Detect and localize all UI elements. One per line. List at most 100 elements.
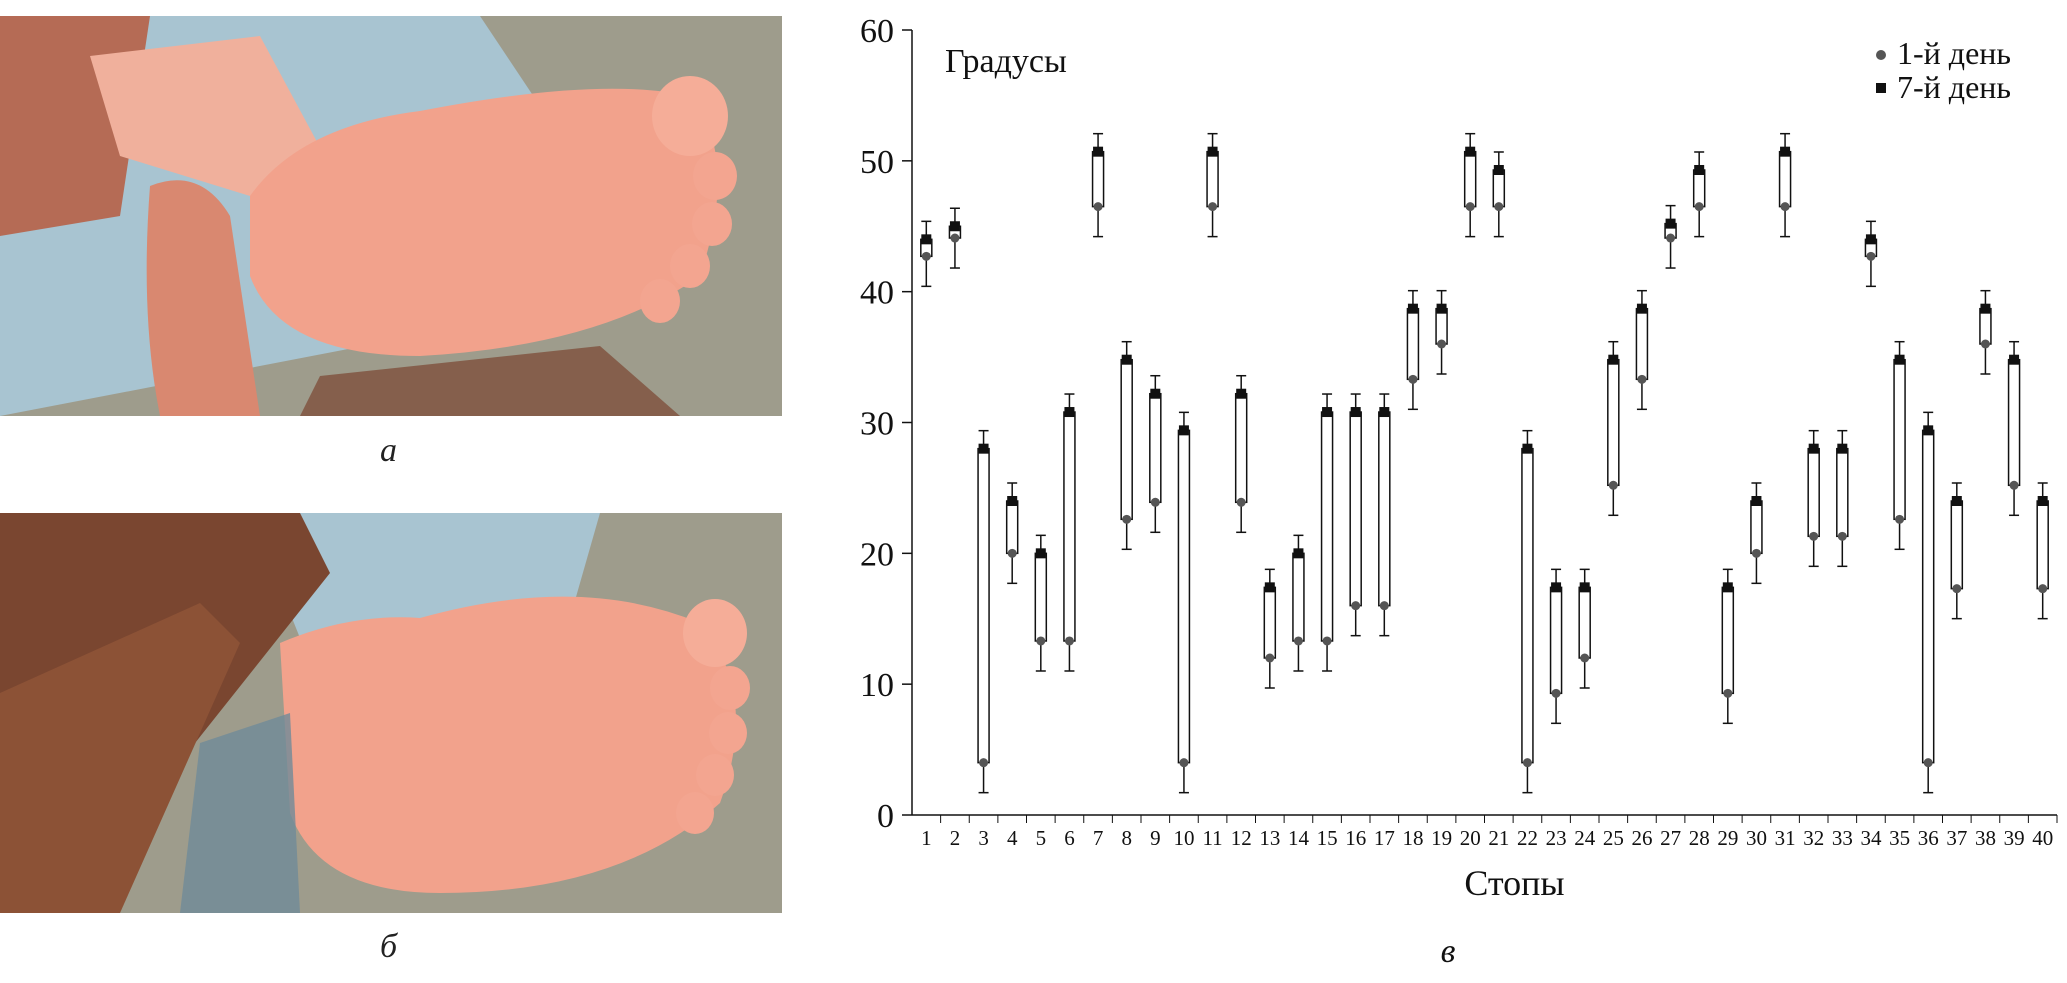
range-box [1778, 150, 1792, 208]
day7-point [1608, 354, 1619, 365]
x-tick-label: 4 [1007, 826, 1018, 850]
day1-point [1179, 758, 1189, 768]
day1-point [1236, 497, 1246, 507]
range-box [1263, 586, 1277, 659]
range-box [1005, 500, 1019, 555]
adult-finger-2 [0, 603, 240, 913]
day7-point [1007, 496, 1018, 506]
day7-point [2037, 496, 2048, 506]
range-box [1091, 150, 1105, 208]
day1-point [1322, 636, 1332, 646]
day1-point [921, 251, 931, 261]
day1-point [1208, 202, 1218, 212]
day1-point [1551, 688, 1561, 698]
day7-point [1951, 496, 1962, 506]
day1-point [1293, 636, 1303, 646]
range-box [1320, 411, 1334, 642]
photo-foot-b [0, 513, 782, 913]
day7-point [2009, 354, 2020, 365]
day1-point [1866, 251, 1876, 261]
range-box [2007, 358, 2021, 487]
day7-point [1264, 582, 1275, 593]
day1-point [1666, 233, 1676, 243]
day7-point [1665, 218, 1676, 229]
x-tick-label: 6 [1064, 826, 1075, 850]
day1-point [1895, 514, 1905, 524]
day7-point [1293, 548, 1304, 559]
x-tick-label: 29 [1717, 826, 1738, 850]
legend-marker-day1 [1876, 50, 1886, 60]
day1-point [1465, 202, 1475, 212]
range-box [1635, 307, 1649, 381]
infant-foot-sole [280, 596, 736, 893]
day7-point [1579, 582, 1590, 593]
day7-point [1522, 443, 1533, 454]
x-tick-label: 9 [1150, 826, 1161, 850]
x-tick-label: 8 [1121, 826, 1132, 850]
x-tick-label: 37 [1946, 826, 1967, 850]
day1-point [1150, 497, 1160, 507]
day7-point [1064, 407, 1075, 418]
x-tick-label: 11 [1202, 826, 1222, 850]
day7-point [1121, 354, 1132, 365]
infant-leg [90, 36, 330, 196]
big-toe [683, 599, 747, 667]
x-tick-label: 26 [1631, 826, 1652, 850]
range-box [1177, 429, 1191, 764]
x-tick-label: 24 [1574, 826, 1596, 850]
day1-point [1494, 202, 1504, 212]
x-tick-label: 7 [1093, 826, 1104, 850]
toe-3 [692, 202, 732, 246]
day1-point [1437, 339, 1447, 349]
day1-point [1064, 636, 1074, 646]
range-box [1893, 358, 1906, 521]
range-box [1721, 586, 1735, 695]
day7-point [1636, 303, 1647, 314]
range-box [1836, 447, 1849, 538]
range-box [2036, 500, 2049, 590]
y-tick-label: 60 [860, 13, 894, 50]
day1-point [1093, 202, 1103, 212]
range-box [1950, 500, 1964, 590]
legend-marker-day7 [1876, 83, 1886, 93]
y-axis-label: Градусы [945, 43, 1067, 80]
toe-5 [676, 792, 714, 834]
day1-point [1580, 653, 1590, 663]
range-box [1979, 307, 1992, 345]
day7-point [1837, 443, 1848, 454]
range-box [1750, 500, 1763, 555]
y-tick-label: 20 [860, 536, 894, 573]
photo-foot-a [0, 16, 782, 416]
day1-point [1694, 202, 1704, 212]
day1-point [1952, 584, 1962, 594]
x-tick-label: 36 [1918, 826, 1939, 850]
day7-point [1923, 425, 1934, 436]
day7-point [949, 221, 960, 232]
range-box [1807, 447, 1820, 538]
day1-point [1723, 688, 1733, 698]
day7-point [1894, 354, 1905, 365]
day7-point [1236, 388, 1247, 399]
day1-point [1408, 374, 1418, 384]
range-box [1149, 392, 1162, 504]
day1-point [1522, 758, 1532, 768]
day7-point [1178, 425, 1189, 436]
toe-2 [710, 666, 750, 710]
range-box [1492, 169, 1506, 208]
day1-point [1980, 339, 1990, 349]
adult-thumb [146, 180, 260, 416]
range-box [1120, 358, 1133, 521]
day7-point [1722, 582, 1733, 593]
range-box [1206, 150, 1219, 208]
day1-point [950, 233, 960, 243]
x-tick-label: 20 [1460, 826, 1481, 850]
day7-point [1551, 582, 1562, 593]
day7-point [1207, 146, 1218, 157]
day7-point [1379, 407, 1390, 418]
day1-point [1351, 601, 1361, 611]
adult-hand-shadow [300, 346, 680, 416]
range-box [1692, 169, 1706, 208]
toe-4 [696, 754, 734, 796]
range-box [1378, 411, 1391, 607]
day1-point [1265, 653, 1275, 663]
